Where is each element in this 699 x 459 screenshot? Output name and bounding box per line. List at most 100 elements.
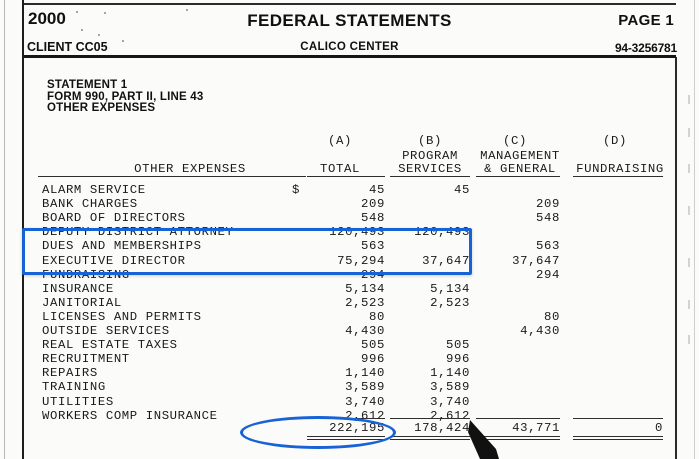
amount-program: 2,523: [430, 295, 470, 310]
amount-total: 45: [369, 183, 385, 197]
table-row: UTILITIES 3,740 3,740: [0, 395, 699, 409]
page-edge-line-left-outer: [4, 0, 5, 459]
amount-total: 548: [361, 211, 385, 226]
total-rule-b-bottom2: [390, 439, 470, 440]
header-total: TOTAL: [320, 162, 360, 176]
table-row: JANITORIAL 2,523 2,523: [0, 296, 699, 310]
total-rule-c-bottom1: [476, 436, 560, 437]
table-row: FUNDRAISING 294 294: [0, 268, 699, 282]
scan-speckle: [76, 11, 78, 13]
total-rule-c-bottom2: [476, 439, 560, 440]
header-underline-label: [38, 176, 306, 177]
amount-management: 37,647: [512, 253, 560, 268]
expense-label: JANITORIAL: [42, 295, 122, 310]
amount-total: 996: [361, 352, 385, 367]
total-rule-d-bottom1: [573, 436, 663, 437]
amount-program: 45: [454, 183, 470, 197]
amount-program: 120,493: [414, 225, 470, 240]
currency-symbol: $: [292, 183, 300, 197]
header-general: & GENERAL: [484, 162, 556, 176]
amount-total: 3,589: [345, 380, 385, 395]
scan-speckle: [104, 12, 106, 14]
table-row: WORKERS COMP INSURANCE 2,612 2,612: [0, 409, 699, 423]
amount-total: 294: [361, 267, 385, 282]
table-row: ALARM SERVICE $45 45: [0, 183, 699, 197]
caption-expense-title: OTHER EXPENSES: [47, 102, 156, 115]
amount-management: 548: [536, 211, 560, 226]
table-row: BANK CHARGES 209 209: [0, 197, 699, 211]
page-number: PAGE 1: [618, 12, 674, 29]
expense-label: EXECUTIVE DIRECTOR: [42, 253, 186, 268]
statement-caption: STATEMENT 1 FORM 990, PART II, LINE 43 O…: [47, 79, 203, 115]
expense-label: BANK CHARGES: [42, 197, 138, 212]
total-rule-c-top: [476, 418, 560, 419]
amount-total: 5,134: [345, 281, 385, 296]
expense-label: FUNDRAISING: [42, 267, 130, 282]
amount-total: 75,294: [337, 253, 385, 268]
amount-total: 120,493: [329, 225, 385, 240]
header-underline-b: [390, 176, 470, 177]
table-total-row: TOTAL $ 222,195 178,424 43,771 0: [0, 421, 699, 435]
scan-hairline: [688, 128, 690, 137]
amount-program: 5,134: [430, 281, 470, 296]
table-row: DUES AND MEMBERSHIPS 563 563: [0, 239, 699, 253]
header-underline-d: [573, 176, 663, 177]
column-letter-c: (C): [503, 134, 527, 148]
table-row: TRAINING 3,589 3,589: [0, 380, 699, 394]
expense-label: UTILITIES: [42, 394, 114, 409]
total-amount-total: 222,195: [329, 421, 385, 435]
scan-edge-artifact-right: [694, 0, 695, 459]
amount-program: 505: [446, 338, 470, 353]
masthead-bottom-rule: [24, 55, 676, 58]
amount-management: 80: [544, 309, 560, 324]
column-header-line-2: PROGRAM MANAGEMENT: [0, 149, 699, 163]
scan-speckle: [122, 40, 124, 42]
masthead-top-rule: [24, 3, 676, 5]
amount-management: 4,430: [520, 324, 560, 338]
total-rule-d-bottom2: [573, 439, 663, 440]
column-letter-row: (A) (B) (C) (D): [0, 134, 699, 148]
scan-hairline: [688, 164, 690, 173]
page-border-right: [675, 57, 677, 459]
amount-management: 294: [536, 267, 560, 282]
client-id: CLIENT CC05: [27, 40, 108, 54]
expense-label: RECRUITMENT: [42, 352, 130, 367]
table-row: INSURANCE 5,134 5,134: [0, 282, 699, 296]
column-letter-a: (A): [328, 134, 352, 148]
table-row: DEPUTY DISTRICT ATTORNEY 120,493 120,493: [0, 225, 699, 239]
header-program-line1: PROGRAM: [402, 149, 458, 163]
expense-label: DEPUTY DISTRICT ATTORNEY: [42, 225, 234, 240]
scan-hairline: [688, 95, 690, 104]
header-fundraising: FUNDRAISING: [576, 162, 664, 176]
header-services: SERVICES: [398, 162, 462, 176]
amount-program: 37,647: [422, 253, 470, 268]
table-row: REAL ESTATE TAXES 505 505: [0, 338, 699, 352]
expense-label: WORKERS COMP INSURANCE: [42, 408, 218, 423]
amount-program: 3,740: [430, 394, 470, 409]
amount-management: 209: [536, 197, 560, 212]
expense-label: LICENSES AND PERMITS: [42, 309, 202, 324]
caption-statement-number: STATEMENT 1: [47, 79, 128, 91]
total-rule-a-top: [307, 418, 385, 419]
table-row: EXECUTIVE DIRECTOR 75,294 37,647 37,647: [0, 254, 699, 268]
amount-total: 1,140: [345, 366, 385, 381]
amount-total: 209: [361, 197, 385, 212]
organization-name: CALICO CENTER: [300, 41, 399, 53]
tax-year: 2000: [28, 9, 66, 28]
header-label-column: OTHER EXPENSES: [134, 162, 246, 176]
expense-label: REPAIRS: [42, 366, 98, 381]
column-letter-d: (D): [603, 134, 627, 148]
amount-total: 4,430: [345, 324, 385, 338]
expense-label: TRAINING: [42, 380, 106, 395]
scan-hairline: [688, 206, 690, 215]
expense-label: BOARD OF DIRECTORS: [42, 211, 186, 226]
expense-label: DUES AND MEMBERSHIPS: [42, 239, 202, 254]
table-row: OUTSIDE SERVICES 4,430 4,430: [0, 324, 699, 338]
scan-speckle: [81, 29, 83, 31]
amount-total: 80: [369, 309, 385, 324]
total-amount-management: 43,771: [512, 421, 560, 435]
expense-label: INSURANCE: [42, 281, 114, 296]
scan-hairline: [688, 300, 690, 309]
expense-label: ALARM SERVICE: [42, 183, 146, 197]
